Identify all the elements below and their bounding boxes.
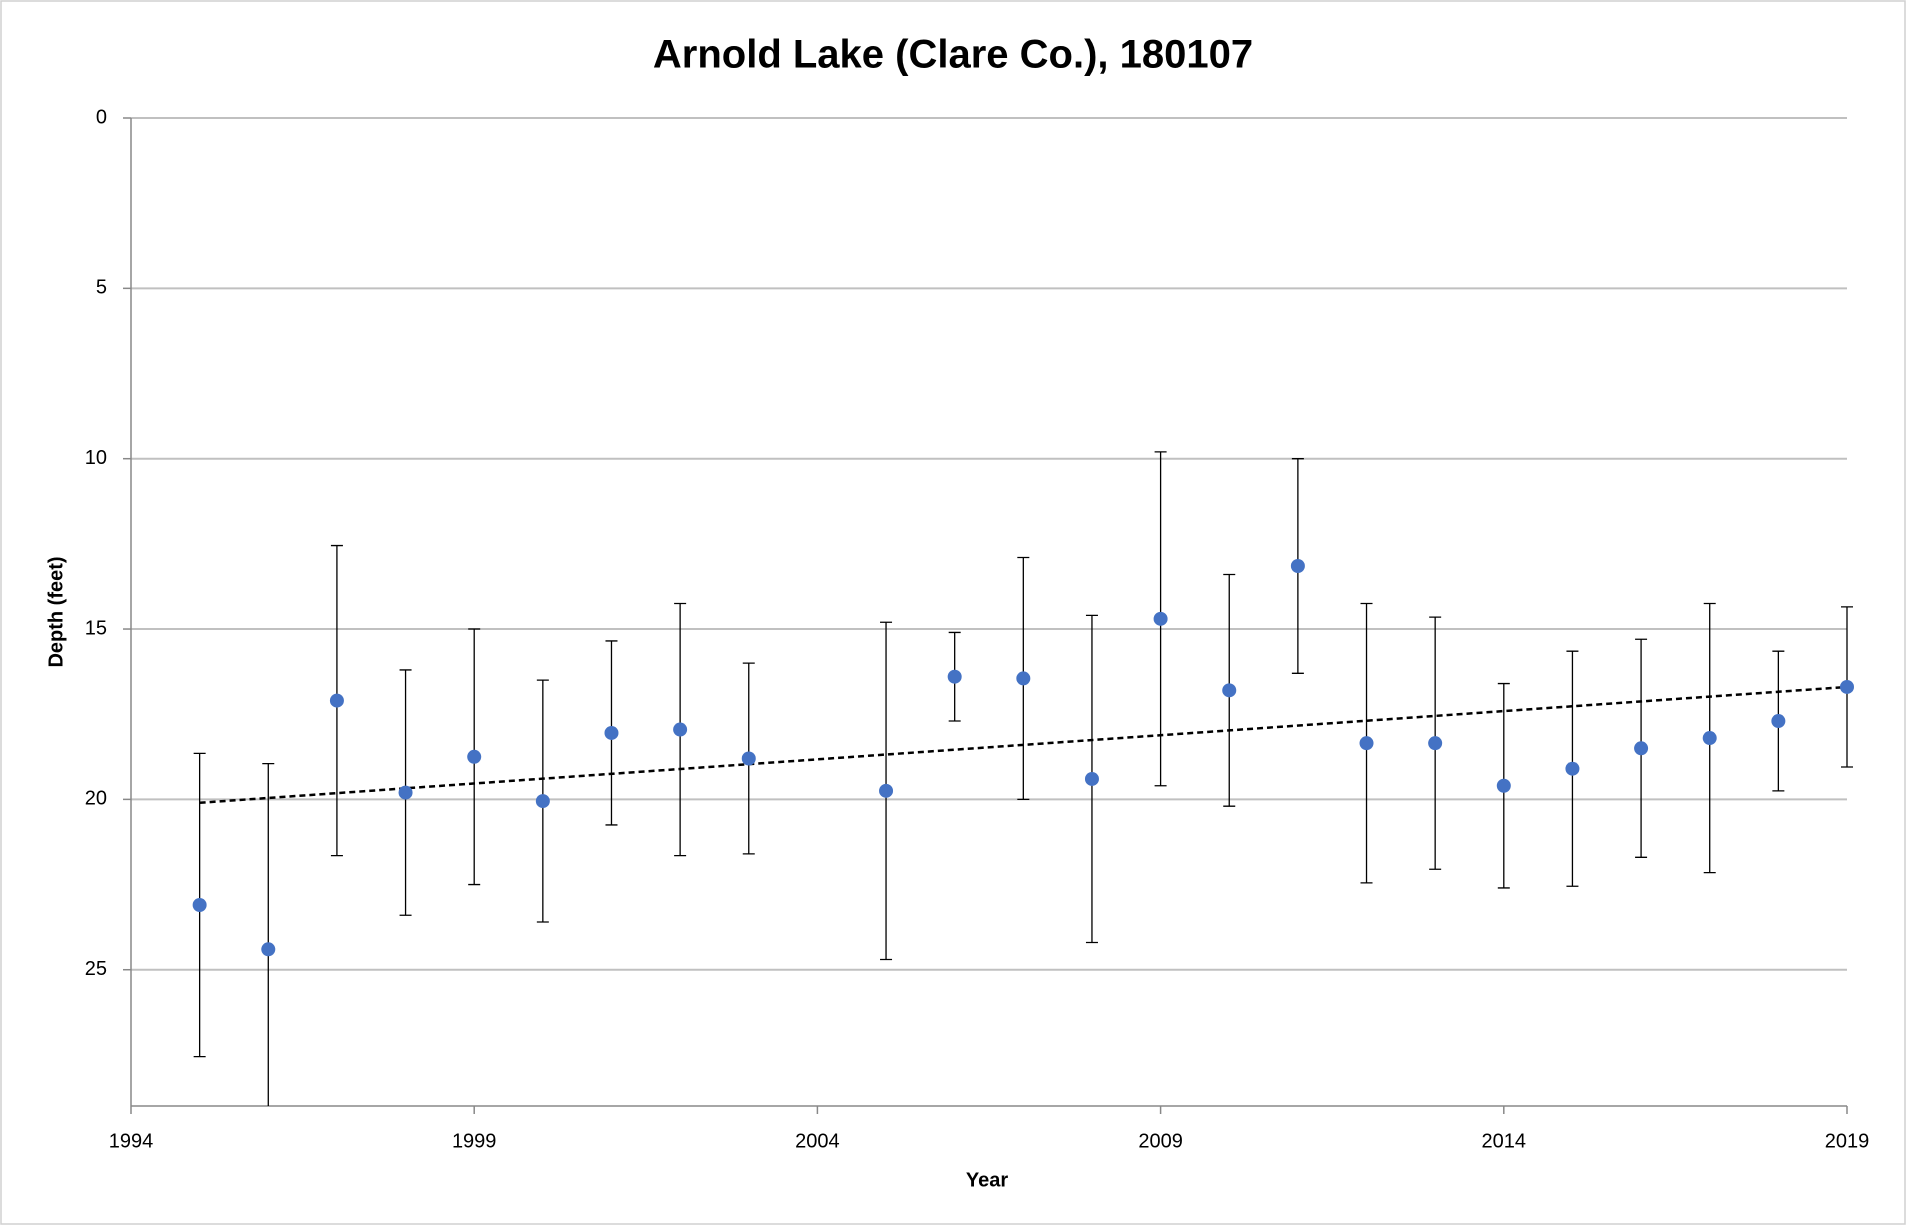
data-point <box>947 669 962 684</box>
trend-line <box>199 685 1848 805</box>
data-point <box>1428 736 1443 751</box>
data-point <box>192 897 207 912</box>
x-tick-label: 2014 <box>1482 1130 1527 1152</box>
y-tick-label: 0 <box>96 106 107 128</box>
data-point <box>604 725 619 740</box>
y-tick-label: 15 <box>85 617 107 639</box>
data-point <box>1016 671 1031 686</box>
data-point <box>1359 736 1374 751</box>
plot-area <box>192 451 1854 1106</box>
chart-title: Arnold Lake (Clare Co.), 180107 <box>653 33 1253 77</box>
y-axis-label: Depth (feet) <box>45 556 67 667</box>
y-tick-label: 10 <box>85 447 107 469</box>
data-point <box>1496 778 1511 793</box>
data-point <box>741 751 756 766</box>
y-tick-label: 20 <box>85 788 107 810</box>
data-point <box>398 785 413 800</box>
x-tick-label: 2004 <box>795 1130 840 1152</box>
y-tick-label: 5 <box>96 277 107 299</box>
data-point <box>1084 771 1099 786</box>
y-tick-label: 25 <box>85 958 107 980</box>
data-point <box>1153 611 1168 626</box>
x-tick-label: 2009 <box>1138 1130 1183 1152</box>
data-point <box>1702 731 1717 746</box>
data-point <box>1634 741 1649 756</box>
data-point <box>673 722 688 737</box>
x-tick-label: 2019 <box>1825 1130 1870 1152</box>
data-point <box>1565 761 1580 776</box>
data-point <box>329 693 344 708</box>
data-point <box>1840 679 1854 694</box>
data-point <box>467 749 482 764</box>
data-point <box>1290 559 1305 574</box>
x-tick-label: 1994 <box>109 1130 154 1152</box>
data-point <box>1771 714 1786 729</box>
data-point <box>879 783 894 798</box>
data-point <box>261 942 276 957</box>
data-point <box>535 794 550 809</box>
x-axis-label: Year <box>966 1169 1008 1191</box>
data-point <box>1222 683 1237 698</box>
x-tick-label: 1999 <box>452 1130 497 1152</box>
